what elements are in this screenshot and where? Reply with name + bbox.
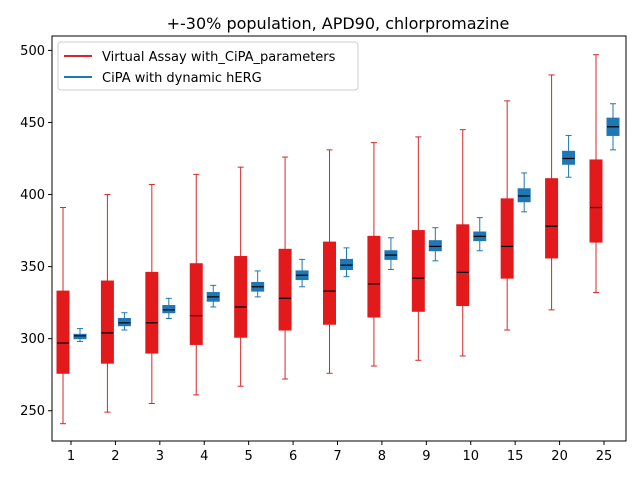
virtual-assay-box	[589, 159, 603, 243]
y-tick-label: 400	[20, 188, 45, 203]
x-tick-label: 20	[551, 449, 568, 464]
x-tick-label: 15	[507, 449, 524, 464]
virtual-assay-box	[56, 290, 70, 374]
virtual-assay-box	[545, 178, 559, 259]
chart-title: +-30% population, APD90, chlorpromazine	[167, 14, 510, 33]
cipa-dynamic-herg-box	[340, 258, 353, 270]
cipa-dynamic-herg-box	[162, 305, 176, 314]
virtual-assay-box	[189, 263, 203, 345]
virtual-assay-box	[456, 224, 470, 307]
x-tick-label: 8	[378, 449, 386, 464]
legend: Virtual Assay with_CiPA_parameters CiPA …	[57, 41, 359, 91]
cipa-dynamic-herg-box	[428, 240, 442, 252]
x-tick-label: 2	[111, 449, 119, 464]
virtual-assay-box	[100, 280, 114, 364]
virtual-assay-box	[367, 235, 381, 318]
legend-box	[57, 41, 359, 91]
axes-frame	[51, 35, 627, 442]
virtual-assay-box	[411, 230, 425, 312]
x-tick-label: 25	[596, 449, 613, 464]
x-tick-label: 4	[200, 449, 208, 464]
virtual-assay-box	[234, 256, 248, 338]
cipa-dynamic-herg-box	[73, 333, 87, 340]
y-tick-label: 350	[20, 260, 45, 275]
cipa-dynamic-herg-box	[117, 317, 131, 327]
y-tick-label: 450	[20, 116, 45, 131]
virtual-assay-box	[500, 198, 514, 279]
virtual-assay-box	[145, 271, 159, 354]
plot-area: 250 300 350 400 450 500 1 2 3 4 5 6 7 8 9 10 15 20 25	[20, 44, 620, 464]
y-tick-label: 300	[20, 332, 45, 347]
x-tick-label: 5	[245, 449, 253, 464]
y-tick-label: 250	[20, 404, 45, 419]
y-tick-label: 500	[20, 44, 45, 59]
x-tick-label: 10	[462, 449, 479, 464]
cipa-dynamic-herg-box	[562, 150, 576, 165]
cipa-dynamic-herg-box	[517, 188, 531, 203]
x-tick-label: 1	[67, 449, 75, 464]
virtual-assay-box	[278, 248, 292, 331]
x-tick-label: 3	[156, 449, 164, 464]
x-tick-label: 9	[422, 449, 430, 464]
x-tick-label: 7	[333, 449, 341, 464]
x-tick-label: 6	[289, 449, 297, 464]
legend-label-virtual-assay: Virtual Assay with_CiPA_parameters	[102, 50, 336, 65]
virtual-assay-box	[323, 241, 336, 325]
legend-label-cipa-dynamic-herg: CiPA with dynamic hERG	[102, 71, 262, 86]
